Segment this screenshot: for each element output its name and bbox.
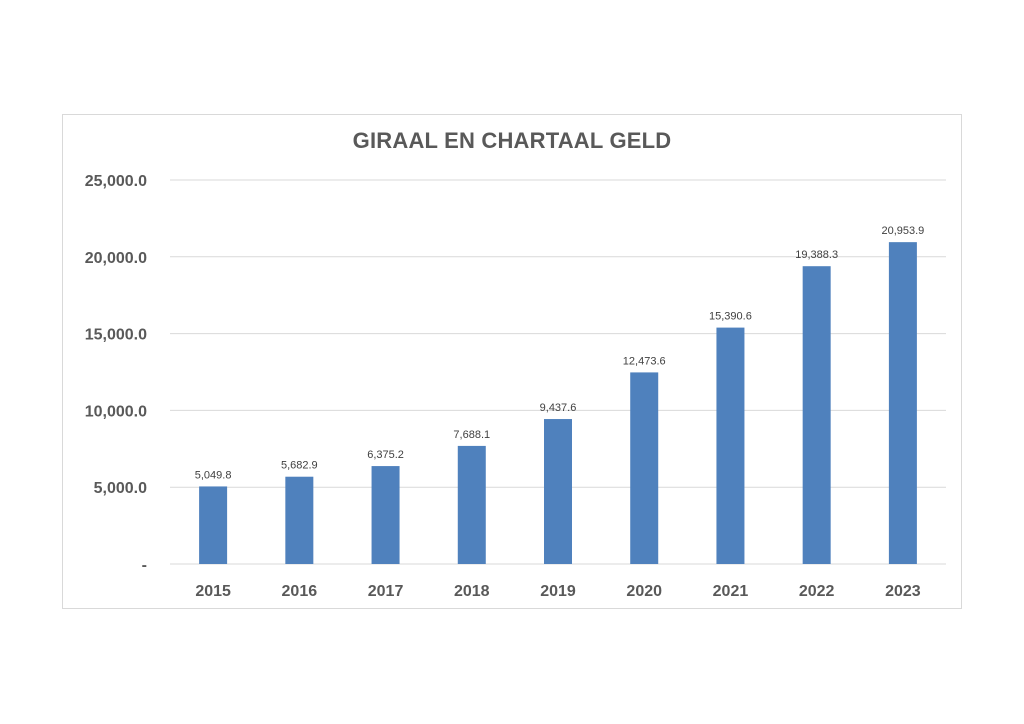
y-tick-label-4: 20,000.0	[85, 250, 147, 267]
bar-2021	[716, 327, 745, 564]
bar-2019	[544, 419, 572, 564]
data-label-2023: 20,953.9	[881, 225, 924, 237]
data-label-2017: 6,375.2	[367, 449, 404, 461]
x-tick-label-2015: 2015	[195, 583, 231, 600]
data-labels: 5,049.8 5,682.9 6,375.2 7,688.1 9,437.6 12,47…	[195, 225, 925, 481]
y-tick-label-0: -	[142, 557, 147, 574]
bar-2015	[199, 486, 228, 564]
y-tick-label-5: 25,000.0	[85, 173, 147, 190]
bar-2023	[888, 242, 917, 564]
x-tick-label-2018: 2018	[454, 583, 490, 600]
bar-2017	[371, 466, 400, 564]
x-tick-label-2022: 2022	[799, 583, 835, 600]
y-tick-label-2: 10,000.0	[85, 403, 147, 420]
data-label-2020: 12,473.6	[623, 355, 666, 367]
data-label-2016: 5,682.9	[281, 460, 318, 472]
bar-2016	[285, 476, 314, 564]
x-tick-label-2019: 2019	[540, 583, 576, 600]
bars	[199, 242, 917, 564]
data-label-2022: 19,388.3	[795, 249, 838, 261]
x-axis-ticks: 2015 2016 2017 2018 2019 2020 2021 2022 2023	[195, 583, 920, 600]
data-label-2021: 15,390.6	[709, 311, 752, 323]
data-label-2018: 7,688.1	[453, 429, 490, 441]
data-label-2019: 9,437.6	[540, 402, 577, 414]
bar-2018	[457, 445, 486, 564]
chart-title: GIRAAL EN CHARTAAL GELD	[352, 128, 672, 153]
x-tick-label-2020: 2020	[626, 583, 662, 600]
data-label-2015: 5,049.8	[195, 469, 232, 481]
y-tick-label-3: 15,000.0	[85, 327, 147, 344]
x-tick-label-2017: 2017	[368, 583, 404, 600]
y-tick-label-1: 5,000.0	[94, 480, 147, 497]
bar-2020	[630, 372, 659, 564]
x-tick-label-2016: 2016	[282, 583, 318, 600]
bar-2022	[802, 266, 831, 564]
x-tick-label-2021: 2021	[713, 583, 749, 600]
y-axis-ticks: - 5,000.0 10,000.0 15,000.0 20,000.0 25,000.0	[85, 173, 147, 574]
x-tick-label-2023: 2023	[885, 583, 921, 600]
